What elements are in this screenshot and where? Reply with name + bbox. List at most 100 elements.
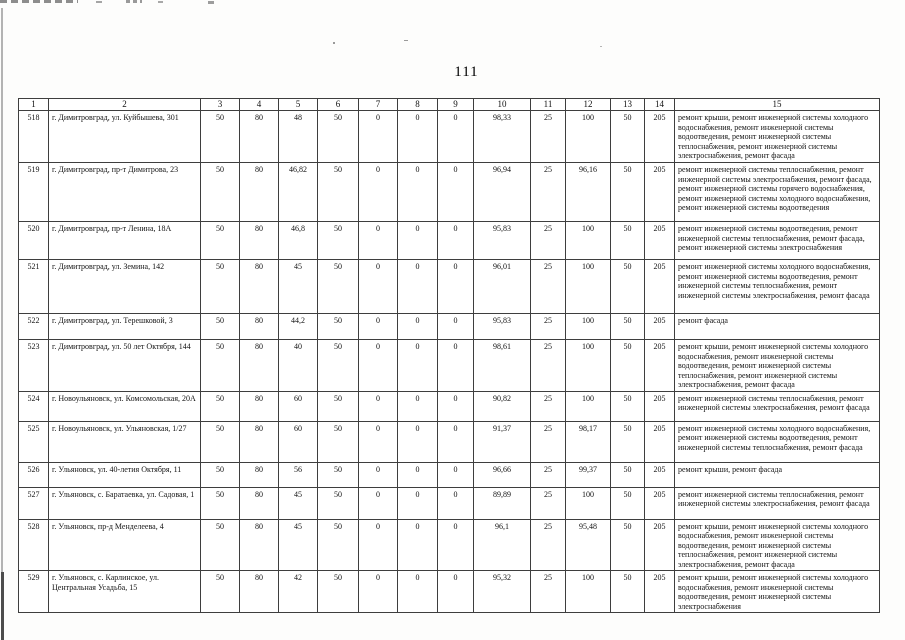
address-cell: г. Ульяновск, с. Баратаевка, ул. Садовая… (48, 486, 201, 520)
value-cell: 96,01 (473, 259, 531, 314)
page-number: 111 (454, 64, 479, 80)
table-row: 520 г. Димитровград, пр-т Ленина, 18А 50 80… (18, 221, 880, 260)
column-header: 13 (610, 98, 645, 111)
value-cell: 0 (437, 390, 474, 422)
value-cell: 80 (239, 110, 279, 163)
value-cell: 50 (200, 110, 240, 163)
column-header: 3 (200, 98, 240, 111)
row-number: 518 (18, 110, 49, 163)
column-header: 15 (674, 98, 880, 111)
value-cell: 50 (610, 420, 645, 463)
column-header: 4 (239, 98, 279, 111)
value-cell: 0 (437, 110, 474, 163)
table-row: 529 г. Ульяновск, с. Карлинское, ул. Цент… (18, 570, 880, 613)
works-cell: ремонт фасада (674, 313, 880, 340)
value-cell: 25 (530, 390, 566, 422)
value-cell: 60 (278, 420, 318, 463)
value-cell: 100 (565, 339, 611, 392)
value-cell: 50 (200, 390, 240, 422)
value-cell: 96,1 (473, 518, 531, 571)
value-cell: 96,94 (473, 162, 531, 222)
value-cell: 205 (644, 486, 675, 520)
table-row: 518 г. Димитровград, ул. Куйбышева, 301 50… (18, 110, 880, 163)
column-header: 11 (530, 98, 566, 111)
value-cell: 205 (644, 221, 675, 260)
table-header-row: 1 2 3 4 5 6 7 8 9 10 11 12 13 14 15 (18, 98, 880, 111)
value-cell: 205 (644, 110, 675, 163)
value-cell: 80 (239, 162, 279, 222)
value-cell: 0 (358, 221, 398, 260)
value-cell: 50 (317, 390, 359, 422)
value-cell: 0 (397, 313, 438, 340)
value-cell: 0 (358, 339, 398, 392)
value-cell: 205 (644, 313, 675, 340)
address-cell: г. Ульяновск, ул. 40-летия Октября, 11 (48, 461, 201, 488)
value-cell: 50 (200, 259, 240, 314)
value-cell: 25 (530, 110, 566, 163)
value-cell: 95,83 (473, 221, 531, 260)
value-cell: 0 (397, 518, 438, 571)
value-cell: 0 (397, 390, 438, 422)
column-header: 6 (317, 98, 359, 111)
value-cell: 46,82 (278, 162, 318, 222)
value-cell: 0 (437, 461, 474, 488)
scan-artifact-dash (158, 1, 163, 3)
value-cell: 45 (278, 518, 318, 571)
value-cell: 205 (644, 339, 675, 392)
works-cell: ремонт инженерной системы теплоснабжения… (674, 390, 880, 422)
row-number: 528 (18, 518, 49, 571)
value-cell: 100 (565, 313, 611, 340)
row-number: 529 (18, 570, 49, 613)
value-cell: 80 (239, 339, 279, 392)
works-cell: ремонт инженерной системы водоотведения,… (674, 221, 880, 260)
value-cell: 50 (200, 461, 240, 488)
value-cell: 50 (200, 162, 240, 222)
value-cell: 50 (317, 486, 359, 520)
value-cell: 50 (610, 110, 645, 163)
scan-artifact-dash (126, 0, 142, 3)
value-cell: 100 (565, 486, 611, 520)
works-cell: ремонт инженерной системы холодного водо… (674, 259, 880, 314)
value-cell: 44,2 (278, 313, 318, 340)
row-number: 525 (18, 420, 49, 463)
value-cell: 50 (610, 461, 645, 488)
table-row: 527 г. Ульяновск, с. Баратаевка, ул. Садо… (18, 486, 880, 520)
row-number: 522 (18, 313, 49, 340)
address-cell: г. Димитровград, пр-т Ленина, 18А (48, 221, 201, 260)
table-row: 521 г. Димитровград, ул. Земина, 142 50 80 4… (18, 259, 880, 314)
value-cell: 96,66 (473, 461, 531, 488)
value-cell: 89,89 (473, 486, 531, 520)
value-cell: 0 (397, 221, 438, 260)
column-header: 2 (48, 98, 201, 111)
scan-artifact-speck (333, 42, 335, 44)
value-cell: 50 (317, 110, 359, 163)
table-row: 524 г. Новоульяновск, ул. Комсомольская, … (18, 390, 880, 422)
value-cell: 0 (437, 518, 474, 571)
value-cell: 50 (610, 486, 645, 520)
value-cell: 25 (530, 570, 566, 613)
value-cell: 50 (317, 221, 359, 260)
address-cell: г. Ульяновск, пр-д Менделеева, 4 (48, 518, 201, 571)
value-cell: 50 (200, 570, 240, 613)
column-header: 8 (397, 98, 438, 111)
value-cell: 0 (397, 486, 438, 520)
value-cell: 60 (278, 390, 318, 422)
value-cell: 80 (239, 518, 279, 571)
value-cell: 25 (530, 259, 566, 314)
value-cell: 50 (610, 390, 645, 422)
row-number: 526 (18, 461, 49, 488)
column-header: 9 (437, 98, 474, 111)
value-cell: 100 (565, 259, 611, 314)
value-cell: 25 (530, 420, 566, 463)
value-cell: 0 (437, 486, 474, 520)
address-cell: г. Димитровград, ул. 50 лет Октября, 144 (48, 339, 201, 392)
value-cell: 50 (317, 518, 359, 571)
value-cell: 50 (317, 339, 359, 392)
value-cell: 0 (437, 420, 474, 463)
value-cell: 46,8 (278, 221, 318, 260)
value-cell: 80 (239, 420, 279, 463)
value-cell: 56 (278, 461, 318, 488)
scan-artifact-dash (96, 1, 102, 3)
table-row: 528 г. Ульяновск, пр-д Менделеева, 4 50 80 4… (18, 518, 880, 571)
